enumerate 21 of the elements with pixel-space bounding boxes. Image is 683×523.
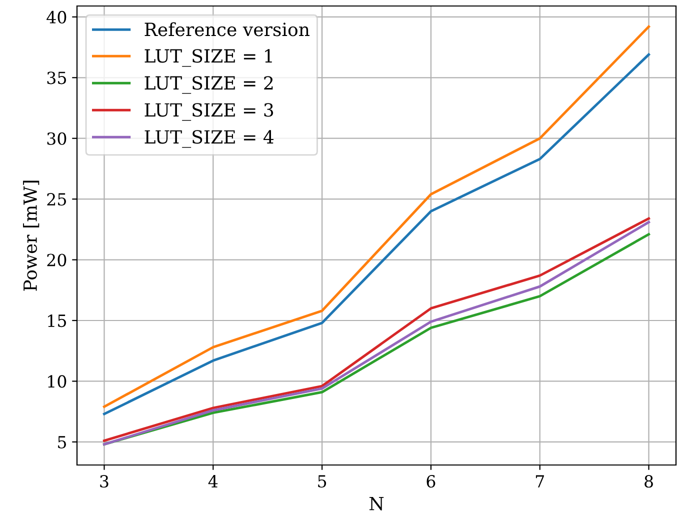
x-tick-label: 7	[536, 475, 544, 488]
y-axis-title: Power [mW]	[23, 180, 40, 291]
y-tick-label: 5	[58, 436, 66, 448]
y-tick-label: 10	[48, 375, 66, 388]
legend-label: Reference version	[144, 22, 310, 36]
x-tick-label: 4	[208, 475, 218, 488]
y-tick-label: 20	[47, 254, 66, 266]
x-axis-title: N	[369, 496, 384, 510]
x-tick-label: 3	[100, 475, 108, 488]
legend-label: LUT_SIZE = 4	[144, 130, 274, 148]
y-tick-label: 30	[47, 132, 66, 145]
x-tick-label: 6	[426, 475, 436, 488]
x-tick-label: 8	[644, 475, 653, 488]
legend-label: LUT_SIZE = 3	[144, 103, 274, 121]
legend-label: LUT_SIZE = 1	[144, 49, 272, 67]
x-tick-label: 5	[318, 475, 326, 488]
y-tick-label: 15	[48, 314, 66, 328]
y-tick-label: 35	[47, 72, 66, 84]
y-tick-label: 25	[47, 193, 66, 206]
legend-label: LUT_SIZE = 2	[144, 76, 273, 94]
y-tick-label: 40	[46, 10, 66, 24]
